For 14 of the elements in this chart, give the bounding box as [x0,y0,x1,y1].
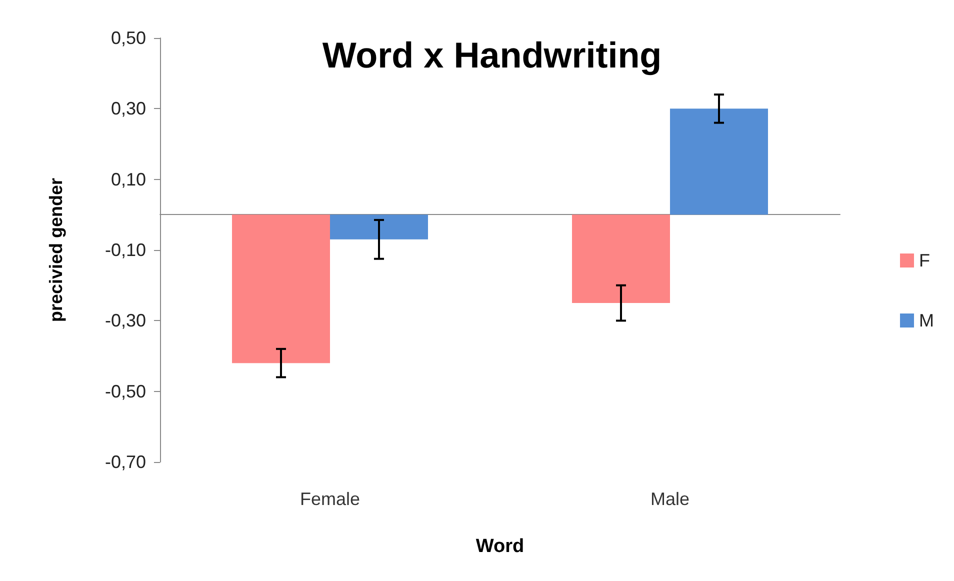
y-tick-label: 0,10 [110,169,146,190]
x-tick-label: Male [650,489,690,509]
y-axis-title: precivied gender [46,178,66,322]
chart-title: Word x Handwriting [322,34,662,76]
y-tick-label: -0,10 [104,240,146,260]
y-tick-label: -0,50 [104,381,146,402]
legend-label: F [919,250,930,270]
legend-label: M [919,310,934,330]
y-tick-label: 0,50 [110,28,146,48]
y-tick-label: -0,30 [104,310,146,331]
y-tick-label: -0,70 [104,452,146,472]
x-axis-title: Word [476,536,524,557]
x-tick-label: Female [300,489,360,509]
y-tick-label: 0,30 [110,98,146,119]
